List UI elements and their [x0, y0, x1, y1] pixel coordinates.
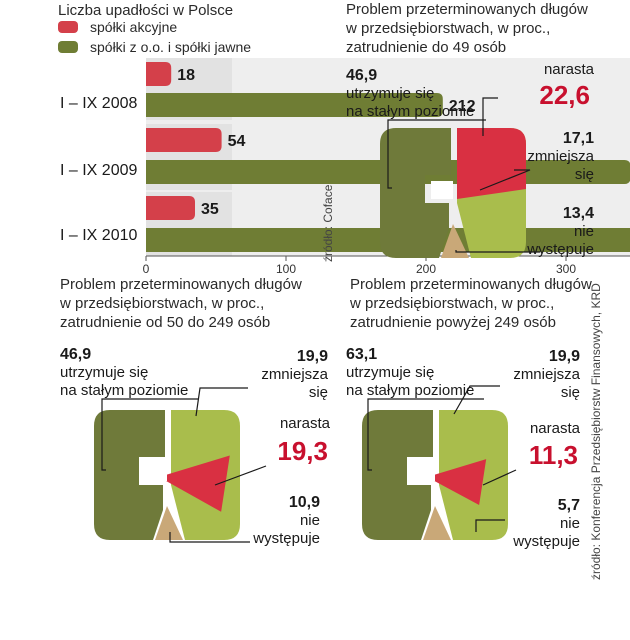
none-label: występuje	[252, 530, 320, 547]
leader-none	[475, 519, 505, 532]
bar-value-sa: 18	[177, 67, 195, 84]
maintain-label: utrzymuje się	[346, 85, 434, 102]
segment-maintain	[94, 410, 165, 540]
leader-none	[455, 250, 540, 253]
maintain-label: utrzymuje się	[60, 364, 148, 381]
bar-sa	[146, 196, 195, 220]
category-label: I – IX 2010	[60, 227, 137, 244]
bar-chart-panel: Liczba upadłości w Polsce spółki akcyjne…	[58, 2, 630, 276]
ring-title-line: w przedsiębiorstwach, w proc.,	[345, 20, 550, 37]
legend-swatch-sa	[58, 21, 78, 33]
increase-label: narasta	[280, 415, 331, 432]
ring-title-line: zatrudnienie do 49 osób	[346, 39, 506, 56]
none-value: 5,7	[558, 497, 580, 514]
increase-label: narasta	[544, 61, 595, 78]
increase-value: 22,6	[539, 80, 590, 110]
segment-maintain	[362, 410, 433, 540]
leader-maintain	[387, 119, 486, 189]
segment-none	[423, 506, 451, 540]
bar-sa	[146, 62, 172, 86]
increase-value: 19,3	[277, 436, 328, 466]
category-label: I – IX 2008	[60, 95, 137, 112]
bar-sa	[146, 128, 222, 152]
legend-swatch-zoo	[58, 41, 78, 53]
increase-label: narasta	[530, 420, 581, 437]
leader-none	[169, 532, 250, 543]
ring-title-line: w przedsiębiorstwach, w proc.,	[349, 295, 554, 312]
none-value: 10,9	[289, 494, 320, 511]
maintain-label: na stałym poziomie	[346, 382, 474, 399]
decrease-value: 19,9	[549, 348, 580, 365]
decrease-label: zmniejsza	[513, 366, 580, 383]
leader-decrease	[453, 385, 500, 415]
leader-increase	[482, 97, 498, 136]
none-label: nie	[574, 223, 594, 240]
ring-chart-small-firms: Problem przeterminowanych długów w przeds…	[345, 1, 595, 258]
decrease-label: zmniejsza	[527, 148, 594, 165]
decrease-value: 17,1	[563, 130, 594, 147]
none-value: 13,4	[563, 205, 594, 222]
bar-value-zoo: 212	[449, 98, 476, 115]
x-tick-label: 200	[416, 262, 436, 276]
ring-title-line: Problem przeterminowanych długów	[60, 276, 302, 293]
segment-increase	[159, 455, 230, 512]
bar-value-sa: 35	[201, 201, 219, 218]
legend-label-sa: spółki akcyjne	[90, 19, 177, 35]
x-tick-label: 0	[143, 262, 150, 276]
segment-increase	[427, 459, 487, 506]
x-tick-label: 300	[556, 262, 576, 276]
leader-decrease	[479, 169, 531, 191]
none-label: nie	[300, 512, 320, 529]
none-label: występuje	[526, 241, 594, 258]
decrease-label: się	[575, 166, 594, 183]
segment-maintain	[380, 128, 451, 258]
decrease-label: zmniejsza	[261, 366, 328, 383]
maintain-value: 46,9	[346, 67, 377, 84]
none-label: występuje	[512, 533, 580, 550]
leader-increase	[482, 469, 517, 486]
segment-none	[441, 224, 469, 258]
segment-increase	[457, 128, 526, 199]
ring-hole	[431, 181, 453, 199]
none-label: nie	[560, 515, 580, 532]
maintain-label: na stałym poziomie	[60, 382, 188, 399]
decrease-label: się	[561, 384, 580, 401]
leader-maintain	[367, 398, 484, 471]
bar-chart-title: Liczba upadłości w Polsce	[58, 2, 233, 19]
decrease-value: 19,9	[297, 348, 328, 365]
category-label: I – IX 2009	[60, 162, 137, 179]
segment-none	[155, 506, 183, 540]
ring-chart-large-firms: Problem przeterminowanych długów w przeds…	[346, 276, 592, 550]
bar-zoo	[146, 93, 443, 117]
decrease-label: się	[309, 384, 328, 401]
ring-hole	[413, 463, 435, 481]
leader-maintain	[101, 398, 198, 471]
ring-chart-source: źródło: Konferencja Przedsiębiorstw Fina…	[589, 283, 603, 580]
leader-decrease	[195, 387, 248, 417]
ring-title-line: w przedsiębiorstwach, w proc.,	[59, 295, 264, 312]
increase-value: 11,3	[529, 440, 578, 470]
maintain-value: 46,9	[60, 346, 91, 363]
maintain-label: utrzymuje się	[346, 364, 434, 381]
bar-chart-source: źródło: Coface	[321, 184, 335, 262]
maintain-value: 63,1	[346, 346, 377, 363]
ring-title-line: zatrudnienie od 50 do 249 osób	[60, 314, 270, 331]
x-tick-label: 100	[276, 262, 296, 276]
leader-increase	[214, 465, 267, 486]
ring-hole	[145, 463, 167, 481]
ring-title-line: Problem przeterminowanych długów	[350, 276, 592, 293]
bar-value-sa: 54	[228, 133, 246, 150]
ring-chart-medium-firms: Problem przeterminowanych długów w przeds…	[59, 276, 331, 547]
ring-title-line: Problem przeterminowanych długów	[346, 1, 588, 18]
ring-title-line: zatrudnienie powyżej 249 osób	[350, 314, 556, 331]
maintain-label: na stałym poziomie	[346, 103, 474, 120]
legend-label-zoo: spółki z o.o. i spółki jawne	[90, 39, 251, 55]
